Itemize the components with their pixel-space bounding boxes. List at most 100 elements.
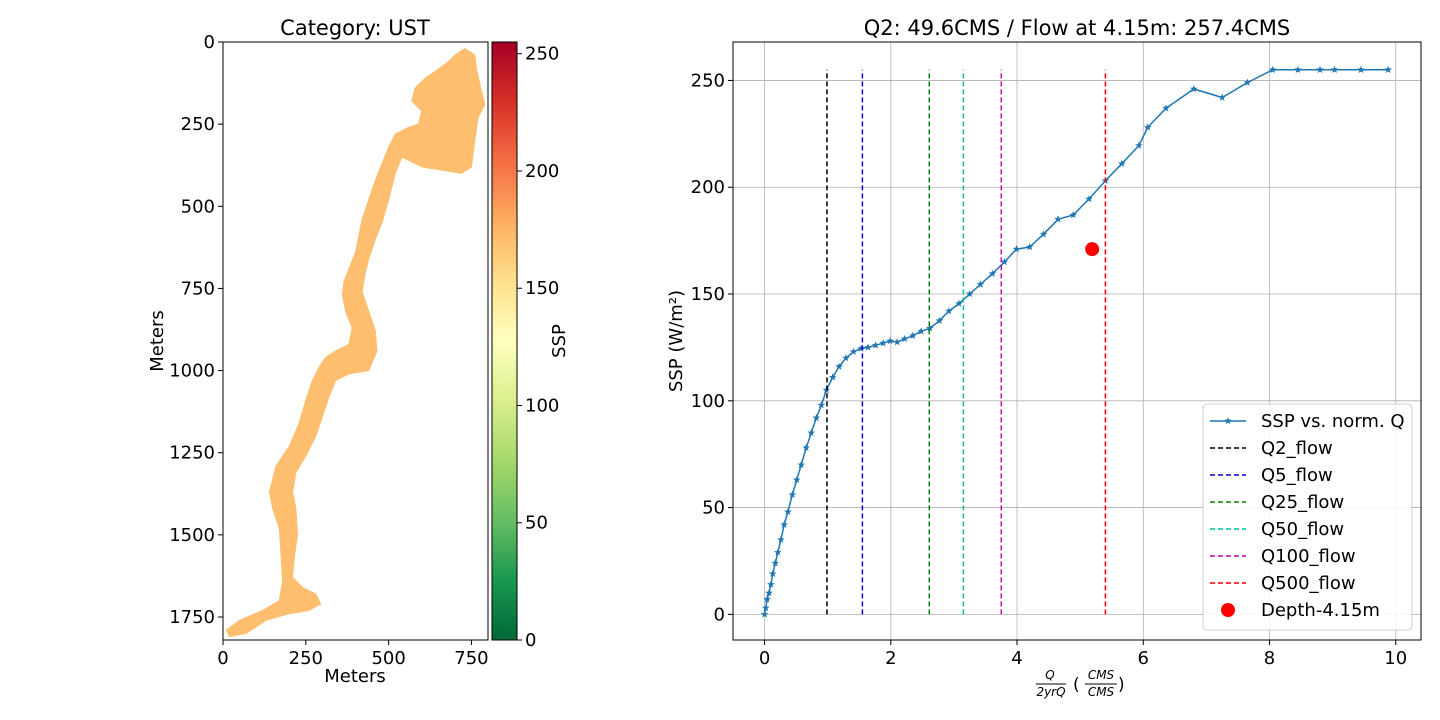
data-point	[842, 354, 850, 362]
colorbar-ticks: 0 50 100 150 200 250	[517, 44, 559, 651]
data-point	[1243, 78, 1252, 86]
legend-item-q25-flow: Q25_flow	[1210, 492, 1344, 513]
data-point	[807, 428, 816, 437]
map-x-label: Meters	[324, 666, 386, 687]
data-point	[1294, 65, 1302, 73]
data-point	[857, 344, 865, 352]
data-point	[1218, 93, 1226, 101]
colorbar-tick-label: 150	[525, 278, 559, 299]
ssp-region	[225, 48, 486, 638]
map-y-tick-label: 250	[181, 114, 215, 135]
data-point	[774, 548, 782, 556]
legend-item-q2-flow: Q2_flow	[1210, 438, 1333, 459]
depth-point	[1085, 242, 1100, 257]
data-point	[788, 490, 797, 499]
data-point	[777, 535, 785, 543]
map-y-tick-label: 1750	[169, 607, 215, 628]
data-point	[864, 343, 872, 351]
data-point	[1054, 215, 1062, 223]
legend-frame	[1202, 403, 1413, 631]
data-point	[926, 324, 934, 332]
x-label-q: Q	[1045, 668, 1054, 682]
legend-item-ssp-vs-norm-q: SSP vs. norm. Q	[1210, 411, 1405, 432]
map-y-ticks: 0 250 500 750 1000 1250 1500 1750	[169, 32, 223, 628]
legend-label: Q100_flow	[1261, 546, 1356, 567]
chart-x-tick-label: 2	[885, 648, 896, 669]
legend-label: Q50_flow	[1261, 519, 1344, 540]
legend-label: Q500_flow	[1261, 573, 1356, 594]
chart-x-tick-label: 6	[1138, 648, 1149, 669]
colorbar-tick-label: 250	[525, 44, 559, 65]
legend-label: Depth-4.15m	[1261, 600, 1380, 621]
data-point	[886, 337, 894, 345]
chart-y-label: SSP (W/m²)	[666, 290, 687, 392]
map-y-tick-label: 1500	[169, 525, 215, 546]
data-point	[1316, 65, 1324, 73]
chart-y-tick-label: 100	[691, 391, 725, 412]
ssp-region-shape	[225, 48, 486, 638]
x-label-2yrq: 2yrQ	[1036, 685, 1065, 699]
data-point	[1357, 65, 1365, 73]
chart-x-label: Q 2yrQ ( CMS CMS )	[1036, 668, 1125, 699]
chart-y-tick-label: 200	[691, 177, 725, 198]
colorbar-label: SSP	[549, 324, 570, 358]
data-point	[817, 401, 826, 409]
ssp-chart-panel: Q2: 49.6CMS / Flow at 4.15m: 257.4CMS 0 2…	[666, 16, 1422, 699]
data-point	[767, 580, 775, 588]
data-point	[909, 331, 917, 339]
data-point	[879, 339, 888, 347]
legend-swatch	[1221, 603, 1235, 617]
x-label-open-paren: (	[1073, 675, 1080, 695]
x-label-close-paren: )	[1118, 675, 1125, 695]
data-point	[802, 443, 811, 452]
chart-series	[760, 65, 1392, 618]
data-point	[955, 299, 963, 307]
data-point	[935, 316, 944, 324]
data-point	[1143, 123, 1152, 131]
data-point	[1135, 141, 1143, 149]
data-point	[849, 347, 858, 355]
data-point	[828, 373, 837, 381]
data-point	[792, 475, 801, 484]
map-x-ticks: 0 250 500 750	[217, 640, 489, 669]
data-point	[917, 327, 925, 335]
data-point	[900, 334, 909, 343]
map-y-label: Meters	[147, 310, 168, 372]
map-x-tick-label: 750	[454, 648, 488, 669]
data-point	[1012, 245, 1021, 253]
data-point	[1189, 84, 1198, 93]
series-ssp-vs-norm-q	[760, 65, 1392, 618]
data-point	[797, 460, 805, 469]
data-point	[945, 307, 953, 315]
data-point	[1025, 243, 1034, 251]
x-label-unit-num: CMS	[1088, 668, 1115, 682]
data-point	[784, 507, 792, 516]
chart-y-tick-label: 0	[714, 604, 725, 625]
map-x-tick-label: 250	[289, 648, 323, 669]
data-point	[760, 610, 769, 618]
legend-item-q500-flow: Q500_flow	[1210, 573, 1356, 594]
legend-label: Q25_flow	[1261, 492, 1344, 513]
data-point	[812, 413, 821, 422]
map-y-tick-label: 0	[204, 32, 215, 53]
legend-item-depth-4-15m: Depth-4.15m	[1221, 600, 1380, 621]
chart-y-ticks: 0 50 100 150 200 250	[691, 70, 733, 625]
map-axes-frame	[222, 41, 489, 641]
data-point	[976, 280, 985, 288]
chart-x-tick-label: 8	[1264, 648, 1275, 669]
map-panel: Category: UST 0 250 500 750 025050075010001…	[147, 16, 570, 687]
data-point	[763, 595, 771, 603]
colorbar-tick-label: 100	[525, 395, 559, 416]
data-point	[780, 520, 788, 528]
legend-label: SSP vs. norm. Q	[1261, 411, 1405, 432]
chart-legend: SSP vs. norm. Q Q2_flow Q5_flow Q25_flow Q50…	[1202, 403, 1413, 631]
data-point	[893, 338, 901, 346]
data-point	[768, 569, 777, 578]
map-y-tick-label: 1250	[169, 443, 215, 464]
data-point	[871, 341, 880, 349]
map-title: Category: UST	[280, 16, 430, 40]
map-y-tick-label: 500	[181, 196, 215, 217]
map-y-tick-label: 1000	[169, 361, 215, 382]
chart-x-tick-label: 4	[1011, 648, 1022, 669]
